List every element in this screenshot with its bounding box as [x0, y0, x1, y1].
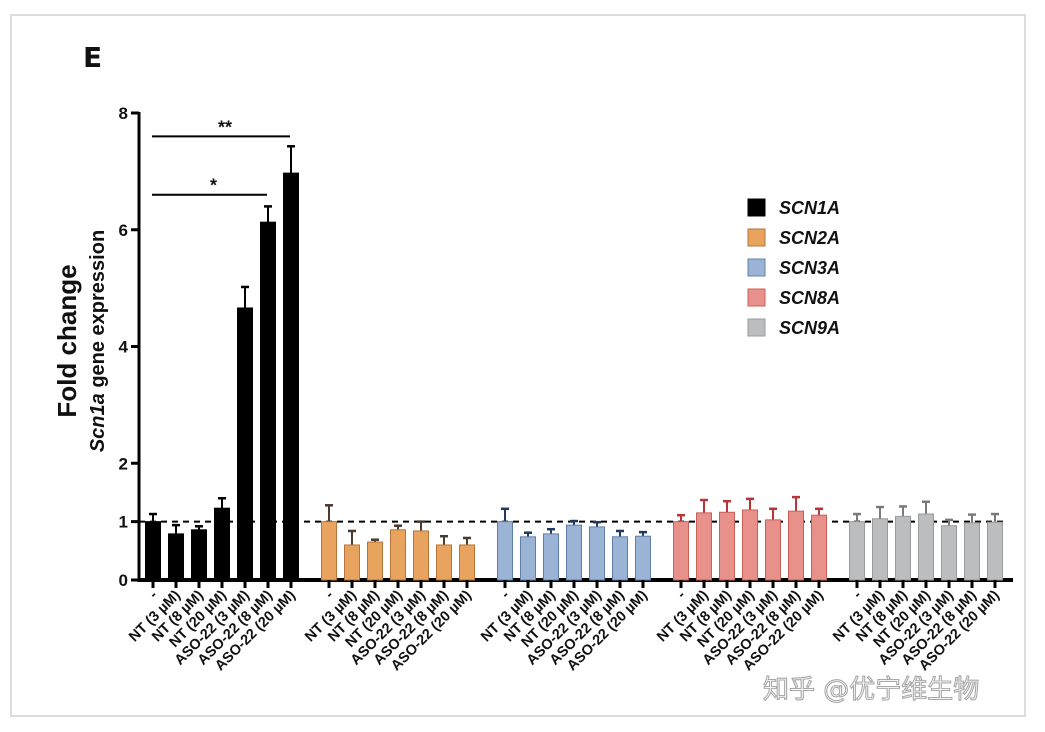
bar [673, 521, 689, 581]
bar [612, 536, 628, 581]
bar [696, 512, 712, 581]
y-axis-sublabel-gene: Scn1a [87, 393, 109, 452]
bar [260, 221, 276, 581]
bar [589, 526, 605, 581]
bar [964, 522, 980, 581]
bar [765, 519, 781, 581]
bar [145, 521, 161, 581]
bar [788, 510, 804, 581]
y-tick-label: 0 [119, 571, 128, 590]
legend-label: SCN3A [779, 258, 840, 278]
watermark: 知乎 @优宁维生物 [763, 675, 979, 705]
bar [987, 521, 1003, 581]
legend-label: SCN9A [779, 318, 840, 338]
series-scn9a [849, 500, 1003, 581]
y-axis-label: Fold change [52, 264, 82, 417]
bar [872, 518, 888, 581]
bar [321, 521, 337, 581]
significance-label: ** [218, 117, 232, 137]
bar [742, 509, 758, 581]
bar [413, 530, 429, 581]
bar [543, 533, 559, 581]
bar [390, 529, 406, 581]
bar [436, 544, 452, 581]
legend-item: SCN8A [747, 288, 840, 308]
legend-swatch [747, 318, 766, 337]
bar [719, 511, 735, 581]
bar [191, 529, 207, 581]
legend-swatch [747, 228, 766, 247]
legend-swatch [747, 198, 766, 217]
significance-label: * [210, 176, 217, 196]
bar [941, 525, 957, 581]
y-axis-title: Fold change Scn1a gene expression [52, 230, 109, 452]
bar [811, 514, 827, 581]
legend-label: SCN1A [779, 198, 840, 218]
bar [214, 507, 230, 581]
y-tick-label: 1 [119, 513, 128, 532]
bar [520, 536, 536, 581]
figure-frame [10, 14, 1026, 717]
y-axis-sublabel: Scn1a gene expression [87, 230, 109, 452]
legend-label: SCN2A [779, 228, 840, 248]
bar [283, 172, 299, 581]
series-scn2a [321, 504, 475, 581]
bar [918, 513, 934, 581]
y-axis-sublabel-rest: gene expression [87, 230, 109, 393]
bar [237, 307, 253, 581]
legend-item: SCN2A [747, 228, 840, 248]
legend-item: SCN1A [747, 198, 840, 218]
bar [367, 541, 383, 581]
significance-annotations: *** [152, 117, 290, 196]
bar [849, 521, 865, 581]
series-scn3a [497, 507, 651, 581]
bars [145, 145, 1003, 581]
series-scn1a [145, 145, 299, 581]
bar [168, 533, 184, 581]
y-tick-label: 2 [119, 454, 128, 473]
bar [497, 521, 513, 581]
bar [344, 544, 360, 581]
bar [459, 544, 475, 581]
legend-swatch [747, 288, 766, 307]
legend-label: SCN8A [779, 288, 840, 308]
bar [635, 535, 651, 581]
legend: SCN1A SCN2A SCN3A SCN8A SCN9A [747, 198, 840, 338]
legend-swatch [747, 258, 766, 277]
y-tick-label: 8 [119, 104, 128, 123]
bar [895, 515, 911, 581]
bar [566, 524, 582, 581]
panel-label: E [83, 41, 102, 74]
y-tick-label: 4 [119, 338, 129, 357]
legend-item: SCN9A [747, 318, 840, 338]
y-tick-label: 6 [119, 221, 128, 240]
series-scn8a [673, 495, 827, 581]
x-tick-labels: -NT (3 µM)NT (8 µM)NT (20 µM)ASO-22 (3 µ… [126, 580, 1003, 674]
legend-item: SCN3A [747, 258, 840, 278]
